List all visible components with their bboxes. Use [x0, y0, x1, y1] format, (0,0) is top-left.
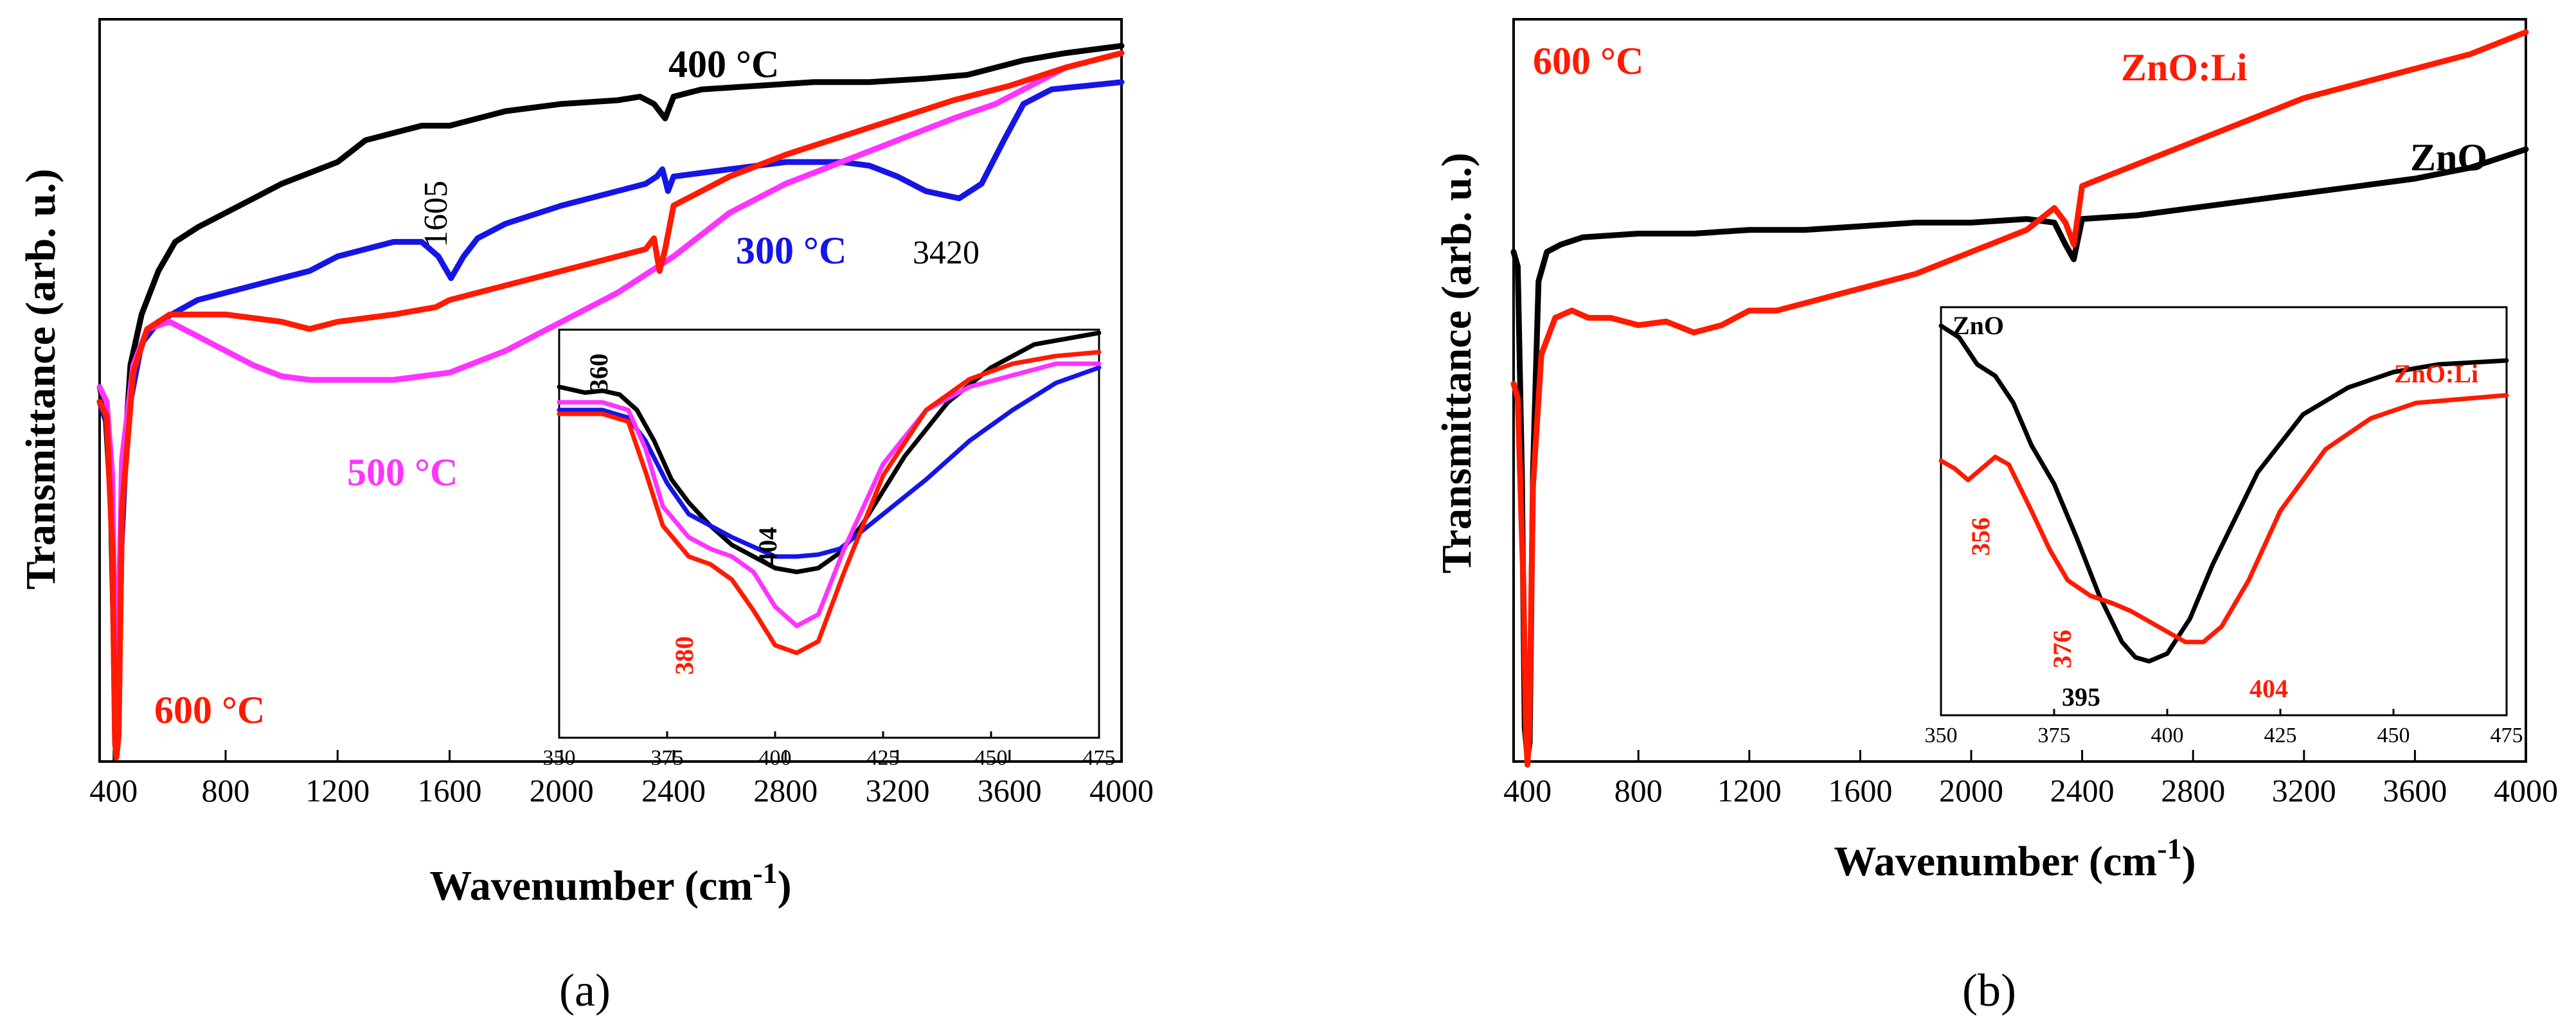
panel-a-x-ticks: 400 800 1200 1600 2000 2400 2800 3200 3600 4000	[89, 750, 1154, 808]
panel-b: 400 800 1200 1600 2000 2400 2800 3200 3600 4000 3…	[1433, 18, 2558, 1016]
inset-a-annotation-380: 380	[670, 636, 699, 675]
panel-a-x-tick-label-400: 400	[89, 772, 138, 808]
annotation-3420: 3420	[913, 235, 979, 271]
panel-b-x-tick-label-4000: 4000	[2494, 772, 2558, 808]
label-300c: 300 °C	[736, 229, 846, 272]
panel-b-x-tick-label-1200: 1200	[1717, 772, 1782, 808]
panel-b-x-tick-label-2800: 2800	[2161, 772, 2225, 808]
panel-b-x-tick-label-2000: 2000	[1939, 772, 2003, 808]
inset-b-label-znoli: ZnO:Li	[2394, 359, 2478, 388]
panel-a-x-axis-title-main: Wavenumber (cm	[429, 862, 753, 909]
panel-a-x-tick-label-3200: 3200	[866, 772, 930, 808]
panel-b-x-axis-title-close: )	[2182, 838, 2196, 885]
panel-b-x-tick-label-2400: 2400	[2050, 772, 2115, 808]
panel-a-x-tick-label-1600: 1600	[418, 772, 482, 808]
panel-b-x-tick-label-1600: 1600	[1828, 772, 1892, 808]
panel-b-inset-x-tick-label-425: 425	[2264, 724, 2297, 747]
panel-a-x-axis-title-sup: -1	[753, 857, 777, 889]
panel-b-y-axis-title: Transmittance (arb. u.)	[1433, 152, 1480, 573]
panel-a-x-axis-title-close: )	[778, 862, 792, 909]
panel-a-inset-series	[557, 330, 1102, 655]
panel-a-inset-x-tick-label-400: 400	[759, 746, 792, 770]
panel-b-x-tick-label-800: 800	[1614, 772, 1663, 808]
panel-a-inset-series-600-c	[557, 350, 1102, 655]
label-znoli: ZnO:Li	[2121, 46, 2248, 89]
panel-b-label: (b)	[1962, 965, 2016, 1016]
panel-b-x-axis-title: Wavenumber (cm-1)	[1834, 832, 2196, 885]
panel-b-inset-series	[1938, 323, 2509, 664]
panel-b-series	[1510, 29, 2529, 768]
panel-a-inset-x-tick-label-375: 375	[651, 746, 684, 770]
panel-a: 400 800 1200 1600 2000 2400 2800 3200 3600 4000 3…	[17, 18, 1154, 1016]
panel-a-x-tick-label-4000: 4000	[1089, 772, 1154, 808]
panel-a-inset-x-tick-label-425: 425	[867, 746, 900, 770]
inset-b-annotation-356: 356	[1966, 517, 1995, 556]
panel-b-inset-frame	[1940, 306, 2508, 717]
panel-b-inset-x-tick-label-350: 350	[1925, 724, 1958, 747]
panel-a-inset-x-tick-label-475: 475	[1083, 746, 1116, 770]
panel-b-series-zno-li	[1510, 29, 2529, 768]
panel-a-inset-x-ticks: 350 375 400 425 450 475	[543, 731, 1116, 770]
panel-a-series-600-c	[96, 50, 1125, 761]
inset-b-annotation-395: 395	[2062, 682, 2100, 711]
panel-b-inset-x-tick-label-450: 450	[2377, 724, 2410, 747]
inset-b-annotation-376: 376	[2048, 630, 2077, 668]
annotation-1605: 1605	[418, 181, 454, 247]
panel-a-x-axis-title: Wavenumber (cm-1)	[429, 857, 791, 909]
panel-b-x-tick-label-3200: 3200	[2272, 772, 2336, 808]
label-500c: 500 °C	[347, 451, 458, 494]
panel-b-inset-x-tick-label-475: 475	[2491, 724, 2523, 747]
label-600c: 600 °C	[154, 689, 265, 731]
panel-b-x-axis-title-main: Wavenumber (cm	[1834, 838, 2157, 885]
panel-b-inset-x-tick-label-375: 375	[2038, 724, 2071, 747]
panel-a-inset-frame	[558, 328, 1100, 739]
panel-a-y-axis-title: Transmittance (arb. u.)	[17, 168, 64, 589]
panel-b-inset-series-zno	[1938, 323, 2509, 664]
panel-a-inset-series-500-c	[557, 361, 1102, 628]
label-600c-b: 600 °C	[1533, 40, 1643, 82]
panel-b-x-tick-label-400: 400	[1503, 772, 1552, 808]
panel-b-x-ticks: 400 800 1200 1600 2000 2400 2800 3200 3600 4000	[1503, 750, 2558, 808]
label-zno: ZnO	[2410, 136, 2487, 179]
panel-a-x-tick-label-3600: 3600	[978, 772, 1042, 808]
panel-a-x-tick-label-2800: 2800	[753, 772, 818, 808]
panel-b-x-axis-title-sup: -1	[2157, 832, 2181, 865]
panel-a-inset-x-tick-label-350: 350	[543, 746, 576, 770]
panel-a-inset-x-tick-label-450: 450	[975, 746, 1008, 770]
panel-a-label: (a)	[559, 965, 611, 1016]
inset-b-annotation-404: 404	[2250, 674, 2288, 703]
panel-b-inset-series-zno-li	[1938, 393, 2509, 645]
label-400c: 400 °C	[668, 43, 779, 85]
inset-a-annotation-360: 360	[584, 353, 613, 392]
panel-b-inset-x-tick-label-400: 400	[2151, 724, 2184, 747]
panel-a-series	[96, 42, 1125, 761]
inset-a-annotation-404: 404	[753, 527, 782, 566]
panel-a-x-tick-label-2000: 2000	[530, 772, 594, 808]
panel-a-x-tick-label-1200: 1200	[305, 772, 370, 808]
panel-a-x-tick-label-2400: 2400	[641, 772, 706, 808]
panel-a-x-tick-label-800: 800	[202, 772, 250, 808]
inset-b-label-zno: ZnO	[1953, 311, 2004, 340]
panel-b-x-tick-label-3600: 3600	[2383, 772, 2447, 808]
panel-b-inset-x-ticks: 350 375 400 425 450 475	[1925, 709, 2523, 747]
